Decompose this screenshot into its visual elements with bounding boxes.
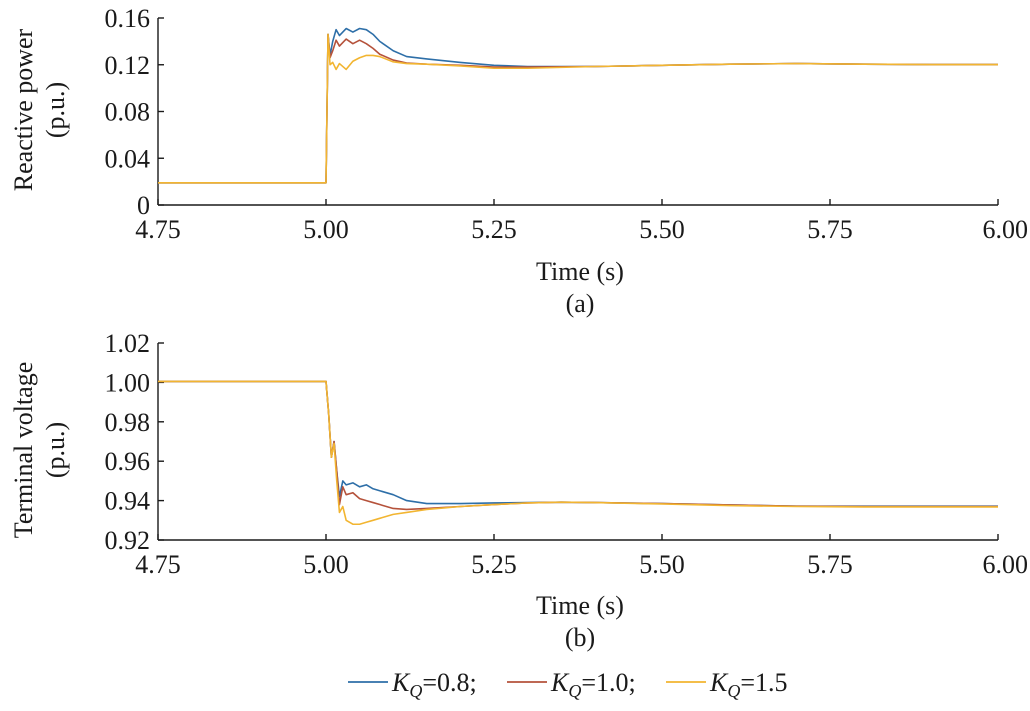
terminal-voltage-line-kq15 xyxy=(158,380,998,526)
legend: KQ=0.8; KQ=1.0; KQ=1.5 xyxy=(348,668,788,701)
terminal-voltage-xlabel: Time (s) xyxy=(536,591,624,620)
legend-item-kq08: KQ=0.8; xyxy=(348,668,477,701)
terminal-voltage-ytick-label: 0.96 xyxy=(105,447,151,476)
terminal-voltage-ytick-label: 0.92 xyxy=(105,526,151,555)
terminal-voltage-xtick-label: 5.00 xyxy=(303,550,349,579)
svg-text:KQ=1.5: KQ=1.5 xyxy=(709,668,788,701)
legend-value-kq15: =1.5 xyxy=(740,668,787,697)
legend-item-kq15: KQ=1.5 xyxy=(666,668,788,701)
svg-text:KQ=1.0;: KQ=1.0; xyxy=(550,668,636,701)
reactive-power-ylabel-line1: Reactive power xyxy=(9,28,38,191)
reactive-power-ytick-label: 0.08 xyxy=(105,98,151,127)
reactive-power-series xyxy=(158,27,998,184)
terminal-voltage-xtick-label: 4.75 xyxy=(135,550,181,579)
terminal-voltage-ytick-label: 1.00 xyxy=(105,368,151,397)
terminal-voltage-chart: 0.92 0.94 0.96 0.98 1.00 1.02 4.75 5.00 5.25 5.50… xyxy=(9,329,1028,652)
terminal-voltage-ytick-label: 0.94 xyxy=(105,487,151,516)
legend-sub-kq15: Q xyxy=(727,681,740,701)
terminal-voltage-series xyxy=(158,380,998,526)
legend-k-kq08: K xyxy=(391,668,411,697)
panel-b-caption: (b) xyxy=(565,623,595,652)
terminal-voltage-ytick-label: 1.02 xyxy=(105,329,151,358)
reactive-power-line-kq08 xyxy=(158,27,998,184)
reactive-power-chart: 0 0.04 0.08 0.12 0.16 4.75 5.00 5.25 5.50 5.75 6.0… xyxy=(9,4,1028,318)
reactive-power-axes xyxy=(157,17,999,206)
reactive-power-ytick-label: 0.04 xyxy=(105,144,151,173)
reactive-power-xtick-label: 5.50 xyxy=(639,215,685,244)
reactive-power-xtick-label: 6.00 xyxy=(983,215,1029,244)
reactive-power-xtick-label: 5.75 xyxy=(807,215,853,244)
terminal-voltage-xtick-label: 5.25 xyxy=(471,550,517,579)
reactive-power-xtick-label: 5.25 xyxy=(471,215,517,244)
legend-k-kq10: K xyxy=(550,668,570,697)
terminal-voltage-ylabel-line1: Terminal voltage xyxy=(9,362,38,539)
terminal-voltage-ytick-label: 0.98 xyxy=(105,408,151,437)
reactive-power-tick-labels: 0 0.04 0.08 0.12 0.16 4.75 5.00 5.25 5.50 5.75 6.0… xyxy=(105,4,1029,244)
terminal-voltage-line-kq10 xyxy=(158,380,998,511)
terminal-voltage-tick-labels: 0.92 0.94 0.96 0.98 1.00 1.02 4.75 5.00 5.25 5.50… xyxy=(105,329,1029,579)
terminal-voltage-ylabel-line2: (p.u.) xyxy=(41,422,70,478)
terminal-voltage-line-kq08 xyxy=(158,380,998,507)
reactive-power-ytick-label: 0.16 xyxy=(105,4,151,33)
legend-value-kq10: =1.0; xyxy=(581,668,635,697)
terminal-voltage-xtick-label: 5.75 xyxy=(807,550,853,579)
reactive-power-ytick-label: 0.12 xyxy=(105,51,151,80)
legend-sub-kq10: Q xyxy=(568,681,581,701)
legend-sub-kq08: Q xyxy=(409,681,422,701)
legend-item-kq10: KQ=1.0; xyxy=(507,668,636,701)
terminal-voltage-xtick-label: 6.00 xyxy=(983,550,1029,579)
reactive-power-ytick-label: 0 xyxy=(137,191,150,220)
reactive-power-ylabel-line2: (p.u.) xyxy=(41,82,70,138)
terminal-voltage-xtick-label: 5.50 xyxy=(639,550,685,579)
panel-a-caption: (a) xyxy=(566,289,595,318)
reactive-power-line-kq15 xyxy=(158,33,998,184)
legend-k-kq15: K xyxy=(709,668,729,697)
reactive-power-xtick-label: 4.75 xyxy=(135,215,181,244)
reactive-power-line-kq10 xyxy=(158,33,998,184)
svg-text:KQ=0.8;: KQ=0.8; xyxy=(391,668,477,701)
reactive-power-xlabel: Time (s) xyxy=(536,257,624,286)
reactive-power-xtick-label: 5.00 xyxy=(303,215,349,244)
legend-value-kq08: =0.8; xyxy=(422,668,476,697)
terminal-voltage-axes xyxy=(157,342,999,541)
